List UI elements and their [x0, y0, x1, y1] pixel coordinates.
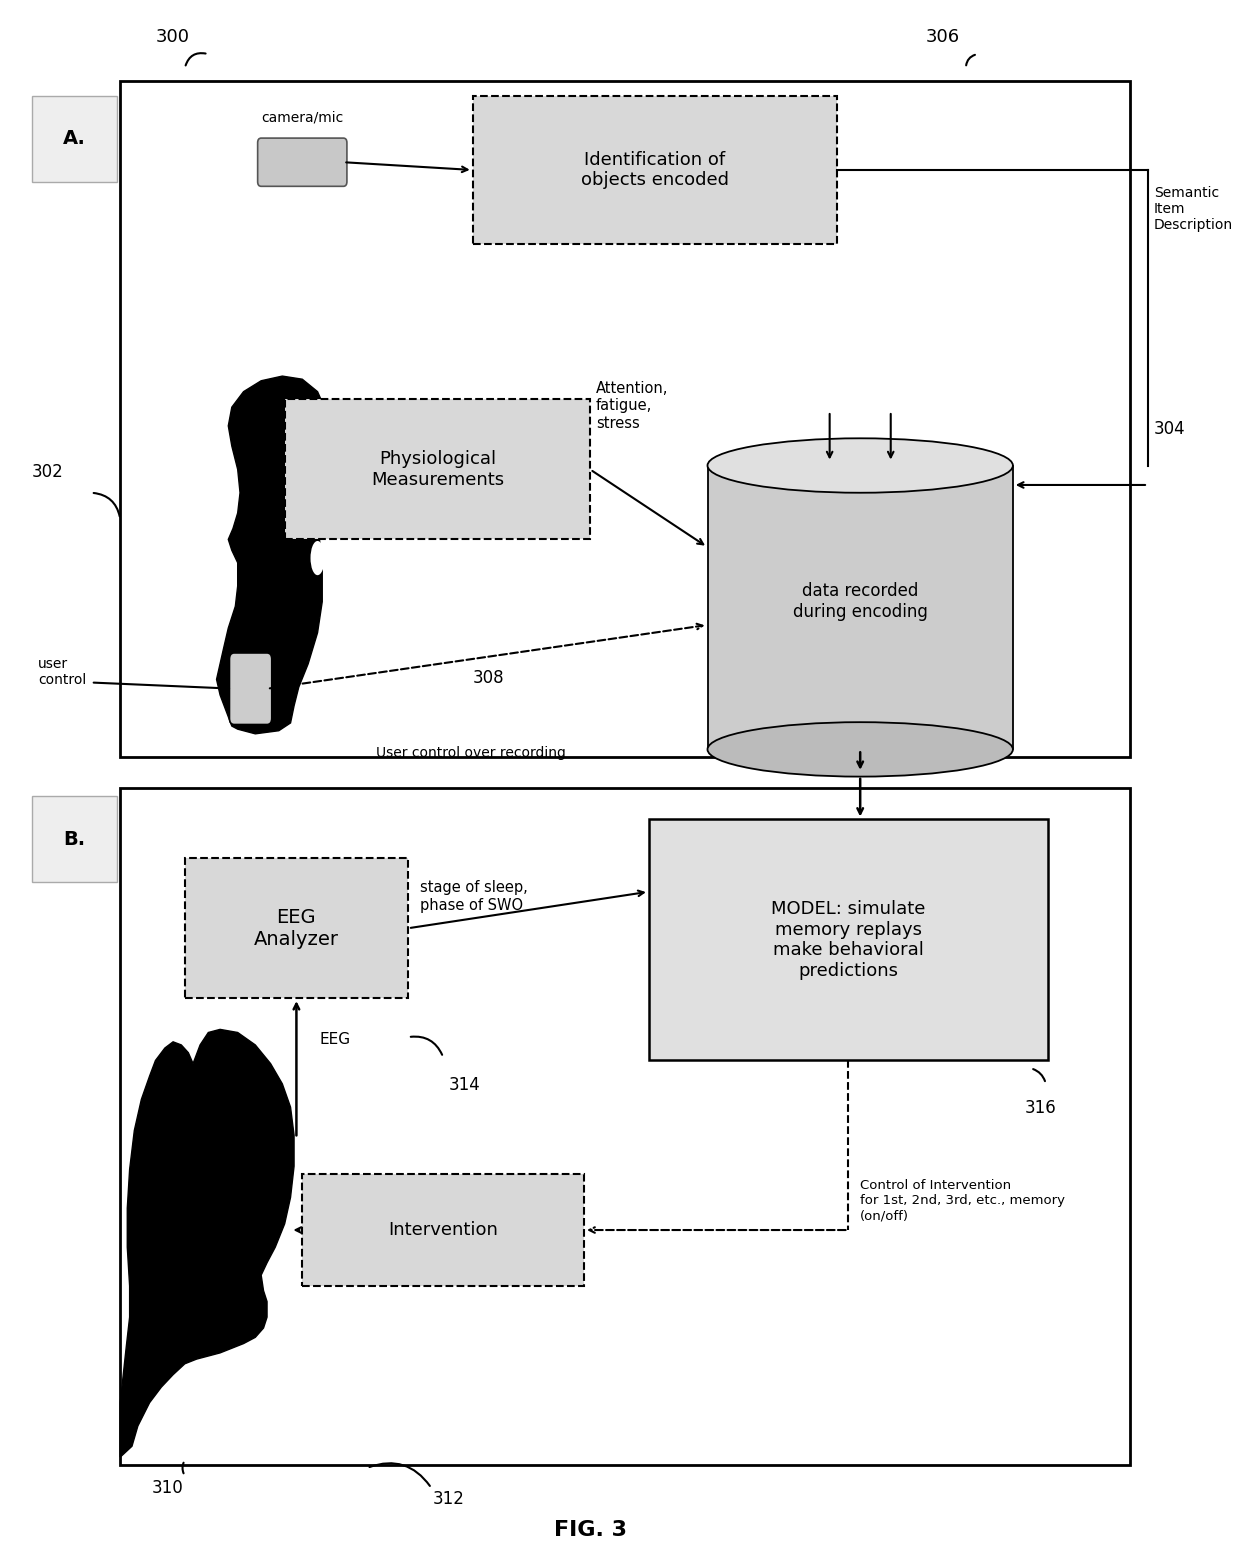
Text: Identification of
objects encoded: Identification of objects encoded: [580, 150, 729, 189]
Text: 304: 304: [1154, 420, 1185, 439]
FancyBboxPatch shape: [32, 796, 117, 882]
FancyBboxPatch shape: [258, 137, 347, 186]
Text: 310: 310: [151, 1478, 184, 1497]
Text: MODEL: simulate
memory replays
make behavioral
predictions: MODEL: simulate memory replays make beha…: [771, 899, 925, 980]
FancyBboxPatch shape: [32, 97, 117, 181]
FancyBboxPatch shape: [649, 820, 1048, 1060]
FancyBboxPatch shape: [285, 400, 590, 540]
Text: EEG: EEG: [320, 1032, 351, 1047]
FancyBboxPatch shape: [472, 97, 837, 244]
Text: FIG. 3: FIG. 3: [553, 1520, 626, 1541]
Text: 306: 306: [925, 28, 960, 45]
Text: 314: 314: [449, 1076, 481, 1094]
Text: 312: 312: [433, 1489, 465, 1508]
FancyBboxPatch shape: [120, 81, 1131, 757]
Text: 302: 302: [32, 464, 64, 481]
Polygon shape: [217, 376, 330, 734]
Ellipse shape: [708, 723, 1013, 777]
Text: User control over recording: User control over recording: [376, 746, 565, 760]
Ellipse shape: [310, 542, 325, 574]
Ellipse shape: [708, 439, 1013, 493]
Text: 308: 308: [472, 670, 505, 687]
FancyBboxPatch shape: [303, 1174, 584, 1286]
Text: EEG
Analyzer: EEG Analyzer: [254, 909, 339, 949]
Text: 316: 316: [1024, 1099, 1056, 1118]
Text: data recorded
during encoding: data recorded during encoding: [792, 582, 928, 621]
Text: Attention,
fatigue,
stress: Attention, fatigue, stress: [596, 381, 668, 431]
Polygon shape: [120, 1029, 294, 1456]
Text: Control of Intervention
for 1st, 2nd, 3rd, etc., memory
(on/off): Control of Intervention for 1st, 2nd, 3r…: [861, 1179, 1065, 1222]
FancyBboxPatch shape: [708, 465, 1013, 749]
Text: user
control: user control: [38, 657, 87, 687]
Text: Physiological
Measurements: Physiological Measurements: [371, 450, 503, 489]
Text: camera/mic: camera/mic: [262, 111, 343, 125]
Text: A.: A.: [63, 130, 86, 148]
FancyBboxPatch shape: [229, 652, 272, 724]
Text: stage of sleep,
phase of SWO: stage of sleep, phase of SWO: [419, 880, 527, 913]
Text: 300: 300: [156, 28, 190, 45]
FancyBboxPatch shape: [120, 788, 1131, 1464]
FancyBboxPatch shape: [185, 859, 408, 999]
Text: Intervention: Intervention: [388, 1221, 498, 1239]
Text: Semantic
Item
Description: Semantic Item Description: [1154, 186, 1233, 233]
Text: B.: B.: [63, 830, 86, 849]
